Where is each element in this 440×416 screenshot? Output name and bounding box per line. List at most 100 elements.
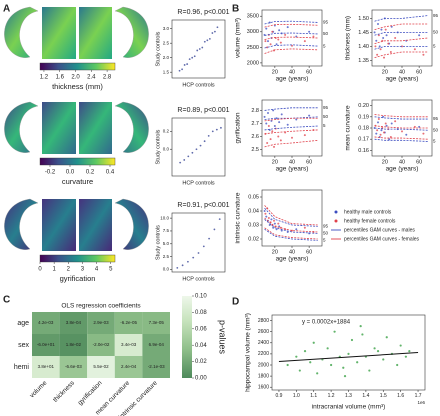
data-point [384,122,387,125]
percentile-curve [264,20,318,25]
data-point [303,226,306,229]
data-point [388,138,391,141]
data-point [390,25,393,28]
x-tick-label: 20 [272,249,278,255]
data-point [267,125,270,128]
data-point [286,363,289,367]
data-point [193,55,196,58]
x-tick-label: 60 [306,159,312,165]
y-axis-label: intrinsic curvature [235,192,242,243]
data-point [359,325,362,328]
colorbar-label: gyrification [60,274,96,283]
colorbar [39,254,116,263]
data-point [368,369,371,372]
data-point [383,56,385,59]
data-point [408,350,411,353]
data-point [342,366,345,369]
data-point [264,212,267,215]
percentile-curve [374,32,428,36]
colorbar-tick-label: 2.0 [71,75,80,81]
x-tick-label: 1.7 [415,393,422,399]
data-point [394,120,397,123]
y-tick-label: 1.50 [358,16,369,22]
x-tick-label: 0.9 [275,393,282,399]
cell-value: 3.8e-04 [66,320,82,325]
cell-value: 2.4e-04 [121,364,137,369]
column-label: gyrification [77,379,104,406]
cell-value: 7.3e-05 [149,320,165,325]
data-point [183,64,186,66]
data-point [286,123,289,126]
data-point [197,252,200,254]
cell-value: 4.2e-03 [38,320,54,325]
x-tick-label: 1.0 [293,393,300,399]
y-tick-label: 5.0 [163,241,170,246]
data-point [181,264,184,267]
scatter-title: R=0.89, p<0.001 [177,107,229,114]
percentile-label: 95 [323,20,329,25]
y-tick-label: 2000 [247,60,259,66]
percentile-label: 50 [323,114,329,119]
colorbar-tick-label: 0 [38,267,42,273]
cell-value: 3.4e-03 [121,342,137,347]
x-tick-label: 1.5 [380,393,387,399]
colorbar-label: thickness (mm) [52,82,103,91]
data-point [376,53,379,56]
colorbar-tick-label: 2.8 [103,75,112,81]
colorbar-tick-label: 0.4 [106,170,115,176]
data-point [291,44,293,47]
fit-line [278,352,419,362]
percentile-curve [374,37,428,44]
fit-equation: y = 0.0002x+1884 [302,320,351,326]
data-point [273,125,276,128]
data-point [277,222,280,225]
y-tick-label: 2.6 [251,134,259,140]
data-point [269,43,272,46]
y-tick-label: 1.45 [358,30,369,36]
data-point [377,23,379,25]
data-point [384,28,387,31]
plot-frame [271,314,426,391]
percentile-curve [264,23,318,28]
y-tick-label: 0.03 [248,222,259,228]
data-point [275,228,278,231]
data-point [401,130,403,133]
data-point [422,53,425,56]
x-tick-label: 60 [306,69,312,75]
data-point [387,42,390,45]
panel-label: A [3,4,10,15]
y-axis-label: Study controls [155,225,161,260]
x-tick-label: 40 [289,69,295,75]
percentile-label: 50 [433,30,439,35]
x-tick-label: 1.1 [310,393,317,399]
y-tick-label: 2.5 [163,254,170,259]
percentile-curve [374,116,428,120]
percentile-curve [264,32,318,36]
data-point [376,129,379,132]
cell-value: 1.8e-02 [66,342,82,347]
data-point [303,40,306,43]
colorbar-tick-label: 0.0 [66,170,75,176]
data-point [298,369,301,372]
x-tick-label: 1.6 [397,393,404,399]
percentile-label: 95 [433,116,439,121]
data-point [211,130,214,133]
y-tick-label: 10.0 [160,215,169,220]
x-tick-label: 60 [306,249,312,255]
heatmap-cell [32,356,60,378]
heatmap-cell [87,356,115,378]
legend-marker [334,210,338,214]
data-point [378,45,381,48]
data-point [418,125,421,128]
data-point [273,219,275,222]
percentile-curve [374,23,428,30]
colorbar [39,157,116,166]
x-tick-label: 40 [289,159,295,165]
data-point [215,128,218,131]
colorbar-tick-label: 0.08 [195,310,207,316]
data-point [379,133,382,136]
data-point [308,30,311,33]
heatmap-cell [87,334,115,356]
heatmap-cell [114,334,143,356]
scatter-title: R=0.96, p<0.001 [177,9,229,16]
